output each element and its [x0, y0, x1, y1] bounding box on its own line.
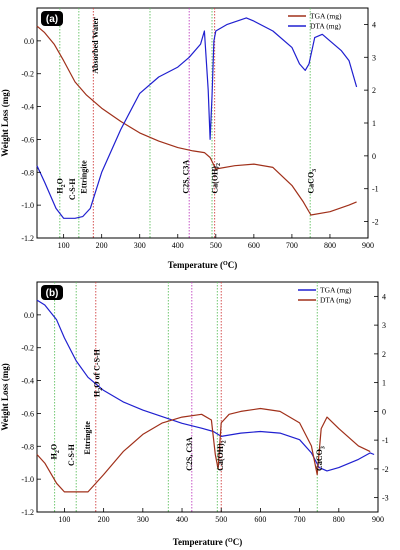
y-tick-label-left: -0.2 — [21, 70, 34, 79]
y-tick-label-right: 0 — [372, 152, 376, 161]
y-tick-label-left: -1.2 — [21, 508, 34, 517]
annotation-label: Ettringite — [80, 160, 89, 194]
y-tick-label-left: -0.4 — [21, 103, 34, 112]
y-tick-label-right: 4 — [372, 20, 376, 29]
x-tick-label: 100 — [58, 241, 70, 250]
annotation-label: C-S-H — [68, 178, 77, 201]
x-tick-label: 100 — [58, 515, 70, 524]
x-tick-label: 200 — [98, 515, 110, 524]
y-tick-label-left: -0.6 — [21, 409, 34, 418]
panel-badge-bg — [41, 11, 63, 26]
x-tick-label: 900 — [362, 241, 374, 250]
y-tick-label-right: 0 — [382, 407, 386, 416]
x-tick-label: 600 — [248, 241, 260, 250]
annotation-label: Ca(OH)2 — [216, 440, 228, 471]
legend-entry: DTA (mg) — [310, 22, 341, 31]
x-tick-label: 800 — [333, 515, 345, 524]
panel-label: (a) — [46, 14, 58, 25]
legend-entry: TGA (mg) — [310, 12, 342, 21]
panel-badge-bg — [41, 285, 63, 300]
y-tick-label-left: -0.8 — [21, 168, 34, 177]
x-tick-label: 200 — [96, 241, 108, 250]
chart-panel-2: 100 200 300 400 500 600 700 800 900 0.0 -0.2 -0.4 -0… — [0, 281, 389, 547]
annotation-label: Ettringite — [83, 421, 92, 455]
y-tick-label-right: 4 — [382, 292, 386, 301]
x-tick-label: 300 — [137, 515, 149, 524]
y-tick-label-left: -1.0 — [21, 475, 34, 484]
x-tick-label: 500 — [215, 515, 227, 524]
x-tick-label: 300 — [134, 241, 146, 250]
y-tick-label-left: -0.2 — [21, 344, 34, 353]
annotation-label: CaCO3 — [307, 169, 319, 194]
y-tick-label-right: 3 — [382, 321, 386, 330]
annotation-label: Absorbed Water — [91, 17, 100, 74]
annotation-label: C2S, C3A — [185, 437, 194, 471]
annotation-label: CaCO3 — [315, 446, 327, 471]
x-tick-label: 400 — [172, 241, 184, 250]
x-axis-label: Temperature (OC) — [173, 537, 242, 547]
y-tick-label-right: -3 — [382, 494, 389, 503]
y-tick-label-right: -2 — [372, 218, 379, 227]
plot-frame — [36, 281, 379, 513]
annotation-label: H2O — [56, 178, 68, 193]
x-tick-label: 900 — [372, 515, 384, 524]
x-tick-label: 400 — [176, 515, 188, 524]
annotation-label: H2O of C-S-H — [93, 348, 105, 397]
y-tick-label-right: 1 — [382, 379, 386, 388]
chart-panel-1: 100 200 300 400 500 600 700 800 900 0.0 -0.2 -0.4 -0… — [0, 7, 379, 270]
series-line-tga — [36, 299, 375, 472]
y-tick-label-right: 2 — [372, 86, 376, 95]
y-tick-label-right: 1 — [372, 119, 376, 128]
legend-entry: DTA (mg) — [320, 296, 351, 305]
y-tick-label-right: -1 — [382, 436, 389, 445]
annotation-label: Ca(OH)2 — [211, 163, 223, 194]
annotation-label: C2S, C3A — [181, 160, 190, 194]
annotation-label: H2O — [50, 444, 62, 459]
x-axis-label: Temperature (OC) — [168, 260, 237, 270]
y-tick-label-left: -0.4 — [21, 377, 34, 386]
y-tick-label-left: -1.2 — [21, 234, 34, 243]
series-line-dta — [36, 17, 358, 219]
y-tick-label-left: -0.6 — [21, 135, 34, 144]
legend-entry: TGA (mg) — [320, 286, 352, 295]
panel-label: (b) — [46, 288, 59, 299]
y-tick-label-left: 0.0 — [24, 311, 34, 320]
y-tick-label-right: -2 — [382, 465, 389, 474]
series-line-dta — [36, 407, 371, 493]
annotation-label: C-S-H — [67, 443, 76, 466]
y-tick-label-right: 2 — [382, 350, 386, 359]
x-tick-label: 700 — [286, 241, 298, 250]
x-tick-label: 600 — [254, 515, 266, 524]
y-tick-label-right: -1 — [372, 185, 379, 194]
y-tick-label-right: 3 — [372, 53, 376, 62]
x-tick-label: 500 — [210, 241, 222, 250]
x-tick-label: 700 — [294, 515, 306, 524]
y-axis-label: Weight Loss (mg) — [0, 363, 10, 431]
plot-frame — [36, 7, 369, 239]
y-tick-label-left: 0.0 — [24, 37, 34, 46]
y-tick-label-left: -0.8 — [21, 442, 34, 451]
y-axis-label: Weight Loss (mg) — [0, 89, 10, 157]
series-line-tga — [36, 25, 357, 216]
y-tick-label-left: -1.0 — [21, 201, 34, 210]
x-tick-label: 800 — [324, 241, 336, 250]
